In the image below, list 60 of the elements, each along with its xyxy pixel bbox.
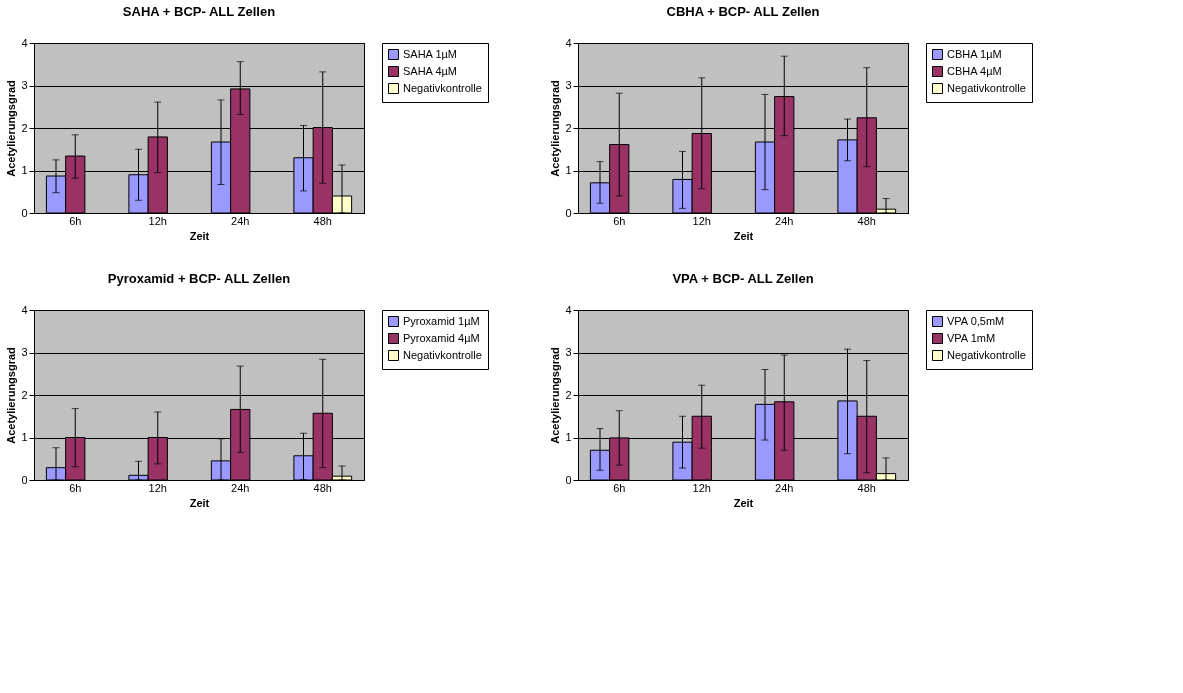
y-tick-label: 4: [565, 303, 572, 316]
chart-title: Pyroxamid + BCP- ALL Zellen: [107, 271, 291, 286]
x-tick-label: 6h: [69, 214, 82, 227]
x-tick-label: 12h: [148, 214, 167, 227]
y-tick-label: 3: [565, 346, 572, 358]
x-tick-label: 48h: [857, 481, 876, 494]
x-tick-label: 6h: [613, 481, 626, 494]
legend-label: VPA 1mM: [947, 331, 996, 344]
y-axis-title: Acetylierungsgrad: [5, 347, 18, 444]
legend-label: Pyroxamid 4µM: [403, 331, 480, 344]
x-tick-label: 24h: [775, 481, 794, 494]
y-tick-label: 2: [565, 121, 572, 134]
x-tick-label: 12h: [692, 214, 711, 227]
legend-label: Pyroxamid 1µM: [403, 314, 480, 327]
x-tick-label: 12h: [692, 481, 711, 494]
y-tick-label: 0: [565, 473, 572, 486]
y-tick-label: 1: [21, 431, 28, 443]
legend-label: VPA 0,5mM: [947, 314, 1005, 327]
x-axis-title: Zeit: [189, 496, 210, 509]
y-tick-label: 3: [21, 346, 28, 358]
y-tick-label: 3: [21, 79, 28, 91]
y-tick-label: 1: [565, 164, 572, 176]
y-tick-label: 3: [565, 79, 572, 91]
legend-label: Negativkontrolle: [947, 348, 1026, 361]
legend-label: CBHA 4µM: [947, 64, 1002, 77]
x-axis-title: Zeit: [733, 496, 754, 509]
y-tick-label: 1: [21, 164, 28, 176]
legend-label: SAHA 1µM: [403, 47, 458, 60]
y-tick-label: 4: [21, 303, 28, 316]
x-tick-label: 48h: [313, 214, 332, 227]
x-tick-label: 48h: [857, 214, 876, 227]
legend-label: CBHA 1µM: [947, 47, 1002, 60]
x-tick-label: 12h: [148, 481, 167, 494]
chart-title: VPA + BCP- ALL Zellen: [672, 271, 814, 286]
y-tick-label: 4: [565, 36, 572, 49]
x-tick-label: 6h: [69, 481, 82, 494]
y-tick-label: 0: [21, 473, 28, 486]
x-tick-label: 24h: [231, 481, 250, 494]
x-tick-label: 24h: [775, 214, 794, 227]
chart-title: SAHA + BCP- ALL Zellen: [122, 4, 276, 19]
x-axis-title: Zeit: [733, 229, 754, 242]
y-tick-label: 0: [565, 206, 572, 219]
y-axis-title: Acetylierungsgrad: [5, 80, 18, 177]
y-tick-label: 2: [21, 121, 28, 134]
chart-title: CBHA + BCP- ALL Zellen: [666, 4, 820, 19]
y-axis-title: Acetylierungsgrad: [549, 347, 562, 444]
x-tick-label: 24h: [231, 214, 250, 227]
x-tick-label: 6h: [613, 214, 626, 227]
y-axis-title: Acetylierungsgrad: [549, 80, 562, 177]
legend-label: SAHA 4µM: [403, 64, 458, 77]
legend-label: Negativkontrolle: [403, 348, 482, 361]
y-tick-label: 0: [21, 206, 28, 219]
x-axis-title: Zeit: [189, 229, 210, 242]
y-tick-label: 2: [21, 388, 28, 401]
y-tick-label: 4: [21, 36, 28, 49]
y-tick-label: 2: [565, 388, 572, 401]
x-tick-label: 48h: [313, 481, 332, 494]
y-tick-label: 1: [565, 431, 572, 443]
legend-label: Negativkontrolle: [403, 81, 482, 94]
legend-label: Negativkontrolle: [947, 81, 1026, 94]
